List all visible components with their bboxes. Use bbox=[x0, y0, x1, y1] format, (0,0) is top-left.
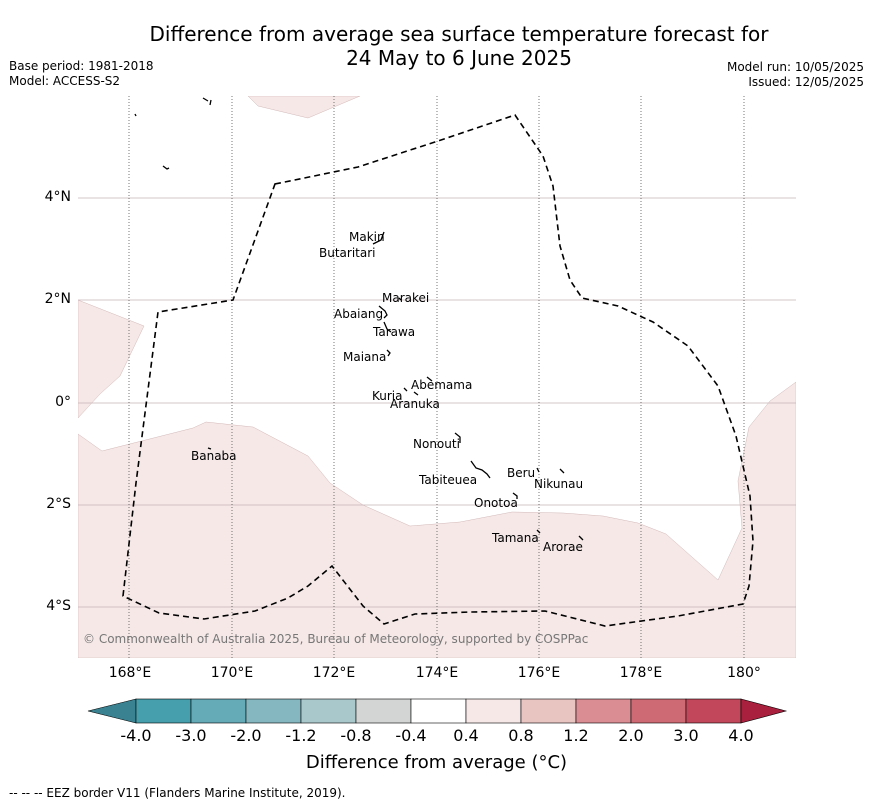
meta-right: Model run: 10/05/2025 Issued: 12/05/2025 bbox=[727, 60, 864, 90]
label-onotoa: Onotoa bbox=[474, 496, 518, 510]
label-kuria: Kuria bbox=[372, 389, 403, 403]
lon-gridlines bbox=[128, 96, 745, 658]
colorbar-cell bbox=[575, 698, 632, 724]
label-makin: Makin bbox=[349, 230, 385, 244]
colorbar-cell bbox=[190, 698, 247, 724]
colorbar-tick-label: -0.8 bbox=[340, 726, 372, 745]
colorbar-cell bbox=[410, 698, 467, 724]
model-name: Model: ACCESS-S2 bbox=[9, 74, 121, 88]
lon-label-168e: 168°E bbox=[108, 665, 152, 681]
label-banaba: Banaba bbox=[191, 449, 237, 463]
colorbar-cell bbox=[300, 698, 357, 724]
lon-label-180: 180° bbox=[727, 665, 761, 681]
colorbar-tick-label: 0.4 bbox=[453, 726, 479, 745]
colorbar-tick-label: -1.2 bbox=[285, 726, 317, 745]
colorbar-tick-label: 2.0 bbox=[618, 726, 644, 745]
warm-region-south bbox=[78, 381, 796, 658]
colorbar-cell bbox=[355, 698, 412, 724]
label-tarawa: Tarawa bbox=[372, 325, 415, 339]
colorbar-cell bbox=[465, 698, 522, 724]
eez-legend-footer: -- -- -- EEZ border V11 (Flanders Marine… bbox=[9, 786, 346, 800]
colorbar-cell bbox=[245, 698, 302, 724]
colorbar-arrow-low bbox=[87, 698, 137, 724]
label-butaritari: Butaritari bbox=[319, 246, 376, 260]
colorbar-tick-label: 3.0 bbox=[673, 726, 699, 745]
warm-region-west bbox=[78, 299, 145, 419]
colorbar-cell bbox=[520, 698, 577, 724]
colorbar-arrow-high bbox=[740, 698, 788, 724]
label-aranuka: Aranuka bbox=[390, 397, 440, 411]
label-abemama: Abemama bbox=[411, 378, 472, 392]
eez-border bbox=[122, 114, 754, 627]
warm-region-north bbox=[247, 96, 361, 119]
copyright-note: © Commonwealth of Australia 2025, Bureau… bbox=[83, 632, 589, 646]
lat-label-2s: 2°S bbox=[46, 496, 71, 512]
lon-label-170e: 170°E bbox=[210, 665, 254, 681]
issued-date: Issued: 12/05/2025 bbox=[748, 75, 864, 89]
lon-label-176e: 176°E bbox=[517, 665, 561, 681]
label-marakei: Marakei bbox=[382, 291, 429, 305]
colorbar-label-text: Difference from average (°C) bbox=[305, 752, 568, 773]
meta-left: Base period: 1981-2018 Model: ACCESS-S2 bbox=[9, 59, 154, 89]
colorbar-tick-label: -0.4 bbox=[395, 726, 427, 745]
lon-label-174e: 174°E bbox=[415, 665, 459, 681]
lat-label-4s: 4°S bbox=[46, 598, 71, 614]
colorbar-cell bbox=[685, 698, 742, 724]
base-period: Base period: 1981-2018 bbox=[9, 59, 154, 73]
colorbar-tick-label: -3.0 bbox=[175, 726, 207, 745]
label-beru: Beru bbox=[507, 466, 535, 480]
colorbar-label: Difference from average (°C) bbox=[0, 752, 873, 773]
place-labels: Makin Butaritari Marakei Abaiang Tarawa … bbox=[191, 230, 583, 554]
lon-label-178e: 178°E bbox=[619, 665, 663, 681]
title-line-2: 24 May to 6 June 2025 bbox=[346, 46, 572, 70]
colorbar-tick-label: 1.2 bbox=[563, 726, 589, 745]
colorbar-tick-label: -2.0 bbox=[230, 726, 262, 745]
colorbar-cell bbox=[630, 698, 687, 724]
lat-label-2n: 2°N bbox=[44, 291, 71, 307]
label-maiana: Maiana bbox=[343, 350, 386, 364]
map-area: Makin Butaritari Marakei Abaiang Tarawa … bbox=[78, 96, 796, 658]
label-abaiang: Abaiang bbox=[334, 307, 383, 321]
islands bbox=[134, 97, 584, 541]
colorbar-tick-label: -4.0 bbox=[120, 726, 152, 745]
lat-label-0: 0° bbox=[55, 394, 71, 410]
colorbar-cells bbox=[87, 698, 788, 724]
label-nikunau: Nikunau bbox=[534, 477, 583, 491]
lon-label-172e: 172°E bbox=[312, 665, 356, 681]
map-title: Difference from average sea surface temp… bbox=[0, 22, 873, 70]
colorbar bbox=[87, 698, 788, 724]
label-tamana: Tamana bbox=[491, 531, 539, 545]
label-arorae: Arorae bbox=[543, 540, 583, 554]
label-nonouti: Nonouti bbox=[413, 437, 460, 451]
model-run: Model run: 10/05/2025 bbox=[726, 60, 864, 74]
title-line-1: Difference from average sea surface temp… bbox=[149, 22, 769, 46]
map-svg: Makin Butaritari Marakei Abaiang Tarawa … bbox=[78, 96, 796, 658]
label-tabiteuea: Tabiteuea bbox=[418, 473, 477, 487]
lat-label-4n: 4°N bbox=[44, 189, 71, 205]
colorbar-cell bbox=[135, 698, 192, 724]
colorbar-tick-label: 4.0 bbox=[728, 726, 754, 745]
colorbar-tick-label: 0.8 bbox=[508, 726, 534, 745]
